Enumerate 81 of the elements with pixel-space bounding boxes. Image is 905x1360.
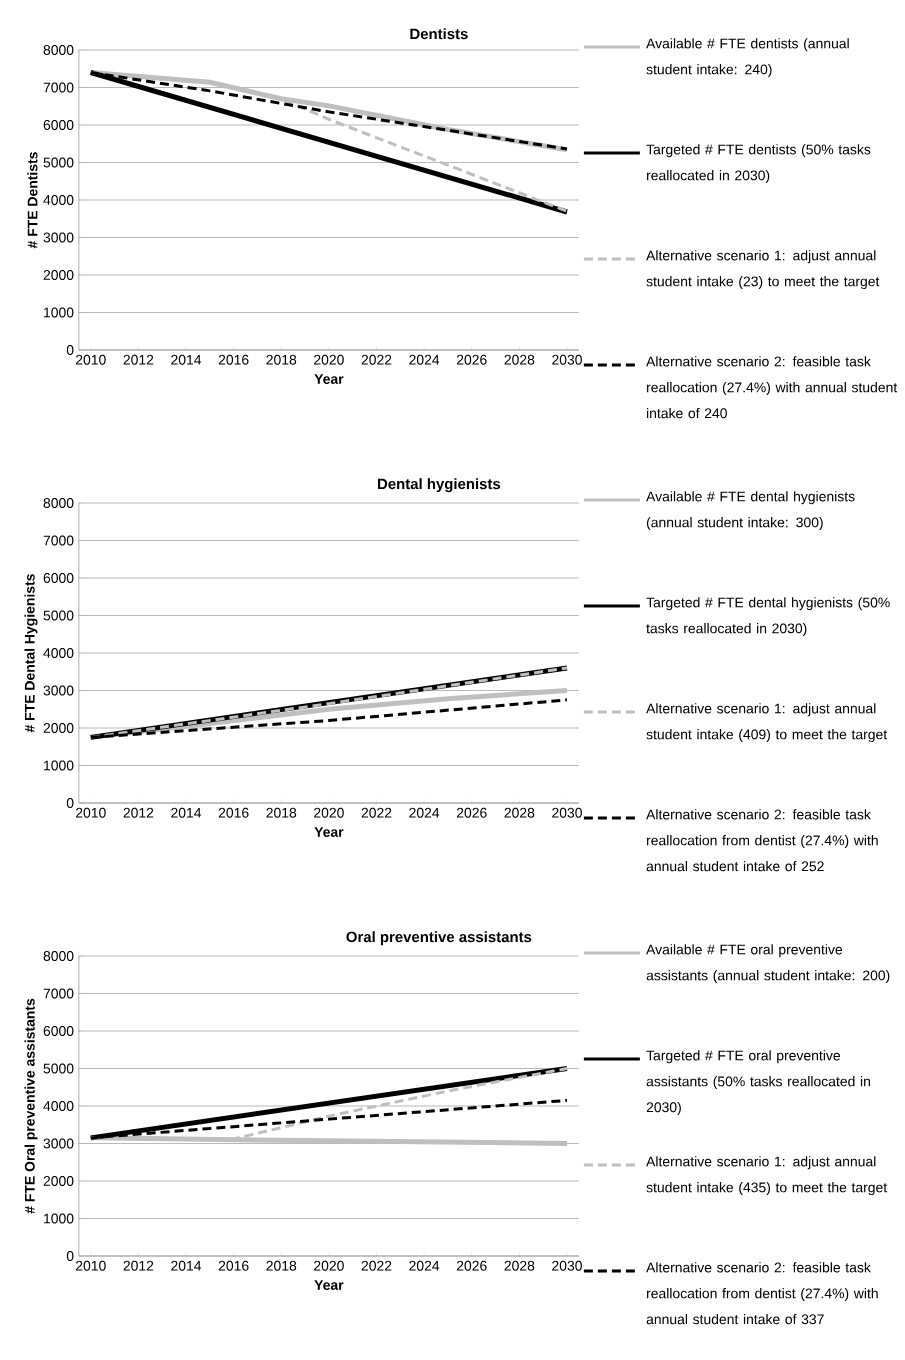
- x-tick-label: 2022: [361, 807, 392, 818]
- x-tick-label: 2010: [76, 1260, 106, 1271]
- x-tick-label: 2024: [409, 807, 440, 818]
- x-tick-label: 2014: [171, 1260, 202, 1271]
- legend-label: Targeted # FTE dental hygienists (50% tasks reallocated in 2030): [646, 597, 890, 637]
- y-tick-label: 5000: [43, 157, 74, 168]
- legend-label: Available # FTE dental hygienists (annual student intake: 300): [646, 491, 855, 531]
- y-tick-label: 4000: [43, 1101, 74, 1111]
- x-tick-label: 2022: [361, 354, 392, 365]
- y-tick-label: 1000: [44, 1213, 74, 1224]
- y-tick-label: 0: [66, 798, 74, 808]
- y-tick-label: 5000: [43, 1063, 74, 1074]
- y-tick-label: 8000: [43, 951, 74, 961]
- x-axis-title: Year: [314, 374, 344, 384]
- x-tick-label: 2014: [171, 354, 202, 365]
- legend-label: Available # FTE dentists (annual student intake: 240): [646, 38, 849, 78]
- x-tick-label: 2016: [218, 1260, 249, 1271]
- y-axis-title: # FTE Dental Hygienists: [24, 574, 38, 733]
- y-tick-label: 6000: [43, 573, 74, 583]
- x-tick-label: 2028: [504, 1260, 535, 1271]
- y-tick-label: 0: [66, 345, 74, 355]
- x-axis-title: Year: [314, 827, 344, 837]
- x-tick-label: 2030: [552, 354, 583, 365]
- y-tick-label: 2000: [43, 1176, 74, 1186]
- x-tick-label: 2022: [361, 1260, 392, 1271]
- x-tick-label: 2030: [552, 1260, 583, 1271]
- x-tick-label: 2014: [171, 807, 202, 818]
- y-tick-label: 3000: [43, 1138, 74, 1149]
- y-tick-label: 2000: [43, 723, 74, 733]
- y-tick-label: 3000: [43, 232, 74, 243]
- legend-label: Alternative scenario 1: adjust annual student intake (409) to meet the target: [646, 703, 888, 743]
- legend-label: Available # FTE oral preventive assistants (annual student intake: 200): [646, 944, 890, 984]
- x-tick-label: 2018: [266, 354, 297, 365]
- y-tick-label: 6000: [43, 1026, 74, 1036]
- y-tick-label: 5000: [43, 610, 74, 621]
- y-axis-title: # FTE Dentists: [27, 152, 38, 249]
- y-tick-label: 7000: [43, 988, 74, 999]
- x-tick-label: 2018: [266, 807, 297, 818]
- legend-label: Alternative scenario 2: feasible task reallocation from dentist (27.4%) with annual student intake of 252: [646, 809, 878, 872]
- x-tick-label: 2020: [314, 807, 344, 818]
- chart-title: Dentists: [410, 28, 468, 40]
- y-tick-label: 0: [66, 1251, 74, 1261]
- x-tick-label: 2020: [314, 1260, 344, 1271]
- x-tick-label: 2010: [76, 354, 106, 365]
- y-axis-title: # FTE Oral preventive assistants: [24, 998, 38, 1214]
- x-tick-label: 2012: [123, 1260, 154, 1271]
- x-tick-label: 2026: [456, 1260, 487, 1271]
- y-tick-label: 7000: [43, 82, 74, 93]
- y-tick-label: 3000: [43, 685, 74, 696]
- x-tick-label: 2030: [552, 807, 582, 818]
- y-tick-label: 2000: [43, 270, 74, 280]
- chart-title: Oral preventive assistants: [346, 931, 532, 946]
- x-axis-title: Year: [314, 1280, 344, 1290]
- x-tick-label: 2024: [409, 1260, 440, 1271]
- x-tick-label: 2024: [409, 354, 440, 365]
- legend-label: Targeted # FTE oral preventive assistants (50% tasks reallocated in 2030): [646, 1050, 871, 1115]
- y-tick-label: 8000: [43, 498, 74, 508]
- x-tick-label: 2026: [456, 354, 487, 365]
- x-tick-label: 2026: [456, 807, 487, 818]
- x-tick-label: 2016: [218, 807, 249, 818]
- x-tick-label: 2018: [266, 1260, 297, 1271]
- x-tick-label: 2016: [218, 354, 249, 365]
- x-tick-label: 2010: [76, 807, 106, 818]
- legend-label: Alternative scenario 2: feasible task reallocation from dentist (27.4%) with annual student intake of 337: [646, 1262, 878, 1325]
- y-tick-label: 1000: [44, 760, 74, 771]
- y-tick-label: 7000: [43, 535, 74, 546]
- x-tick-label: 2012: [123, 354, 154, 365]
- y-tick-label: 1000: [44, 307, 74, 318]
- x-tick-label: 2028: [504, 807, 535, 818]
- y-tick-label: 4000: [43, 195, 74, 205]
- x-tick-label: 2020: [314, 354, 344, 365]
- x-tick-label: 2028: [504, 354, 535, 365]
- x-tick-label: 2012: [123, 807, 154, 818]
- y-tick-label: 6000: [43, 120, 74, 130]
- chart-title: Dental hygienists: [378, 478, 501, 493]
- legend-label: Alternative scenario 1: adjust annual student intake (23) to meet the target: [646, 250, 880, 290]
- legend-label: Alternative scenario 1: adjust annual student intake (435) to meet the target: [646, 1156, 888, 1196]
- legend-label: Targeted # FTE dentists (50% tasks reallocated in 2030): [646, 144, 871, 184]
- y-tick-label: 8000: [43, 45, 74, 55]
- legend-label: Alternative scenario 2: feasible task reallocation (27.4%) with annual student intake of 240: [646, 356, 898, 419]
- y-tick-label: 4000: [43, 648, 74, 658]
